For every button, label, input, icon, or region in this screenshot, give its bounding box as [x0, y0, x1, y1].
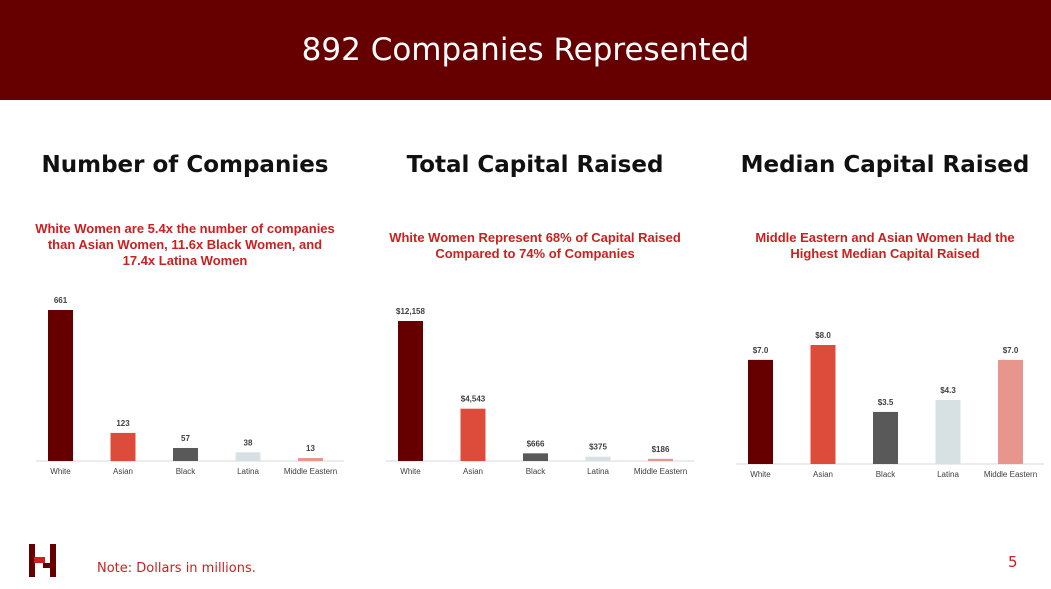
- x-tick-label: Asian: [463, 467, 483, 476]
- chart-median-capital-raised: $7.0 White $8.0 Asian $3.5 Black $4.3 Latina $7.…: [736, 331, 1044, 479]
- x-tick-label: Asian: [113, 467, 133, 476]
- bar-white: [48, 310, 73, 461]
- x-tick-label: Asian: [813, 470, 833, 479]
- panel-number-of-companies: Number of Companies White Women are 5.4x…: [10, 140, 360, 500]
- chart-total-capital-raised: $12,158 White $4,543 Asian $666 Black $375 Lati…: [386, 307, 694, 476]
- x-tick-label: White: [50, 467, 71, 476]
- x-tick-label: Latina: [237, 467, 259, 476]
- bar-asian: [460, 408, 486, 461]
- chart-number-of-companies: 661 White 123 Asian 57 Black 38 Latina 13 Middle …: [36, 296, 344, 476]
- panel-title: Median Capital Raised: [740, 152, 1030, 178]
- bar-white: [398, 321, 423, 461]
- bar-latina: [585, 456, 611, 461]
- panel-total-capital-raised: Total Capital Raised White Women Represe…: [360, 140, 710, 500]
- bar-middle-eastern: [998, 359, 1023, 464]
- panel-subtitle: White Women are 5.4x the number of compa…: [35, 221, 335, 268]
- data-label: $186: [652, 445, 670, 454]
- x-tick-label: Black: [176, 467, 197, 476]
- data-label: $375: [589, 443, 607, 452]
- x-tick-label: White: [750, 470, 771, 479]
- h-logo-icon: [29, 544, 56, 577]
- x-tick-label: Latina: [587, 467, 609, 476]
- x-tick-label: Black: [526, 467, 547, 476]
- bar-asian: [110, 432, 136, 461]
- panel-subtitle: Middle Eastern and Asian Women Had the H…: [755, 230, 1015, 261]
- panel-title: Total Capital Raised: [406, 152, 664, 178]
- panel-median-capital-raised: Median Capital Raised Middle Eastern and…: [710, 140, 1051, 500]
- data-label: $3.5: [878, 398, 894, 407]
- x-tick-label: Middle Eastern: [284, 467, 337, 476]
- bar-asian: [810, 345, 836, 464]
- data-label: 57: [181, 434, 190, 443]
- data-label: $12,158: [396, 307, 425, 316]
- data-label: 38: [244, 438, 253, 447]
- bar-middle-eastern: [648, 458, 673, 461]
- data-label: 123: [116, 419, 130, 428]
- header-banner: 892 Companies Represented: [0, 0, 1051, 100]
- data-label: 661: [54, 296, 68, 305]
- data-label: $4.3: [940, 386, 956, 395]
- bar-latina: [935, 400, 961, 464]
- page-title: 892 Companies Represented: [301, 32, 750, 68]
- bar-middle-eastern: [298, 458, 323, 461]
- bar-black: [873, 411, 898, 464]
- data-label: $7.0: [1003, 346, 1019, 355]
- bar-white: [748, 359, 773, 464]
- page-number: 5: [1008, 553, 1018, 571]
- x-tick-label: Middle Eastern: [634, 467, 687, 476]
- data-label: $8.0: [815, 331, 831, 340]
- x-tick-label: Black: [876, 470, 897, 479]
- x-tick-label: White: [400, 467, 421, 476]
- data-label: $7.0: [753, 346, 769, 355]
- footer-note: Note: Dollars in millions.: [97, 561, 256, 576]
- x-tick-label: Middle Eastern: [984, 470, 1037, 479]
- bar-latina: [235, 452, 261, 461]
- panel-subtitle: White Women Represent 68% of Capital Rai…: [389, 230, 681, 261]
- x-tick-label: Latina: [937, 470, 959, 479]
- data-label: $666: [527, 439, 545, 448]
- data-label: $4,543: [461, 395, 486, 404]
- panel-title: Number of Companies: [41, 152, 329, 178]
- data-label: 13: [306, 444, 315, 453]
- bar-black: [523, 453, 548, 461]
- bar-black: [173, 447, 198, 461]
